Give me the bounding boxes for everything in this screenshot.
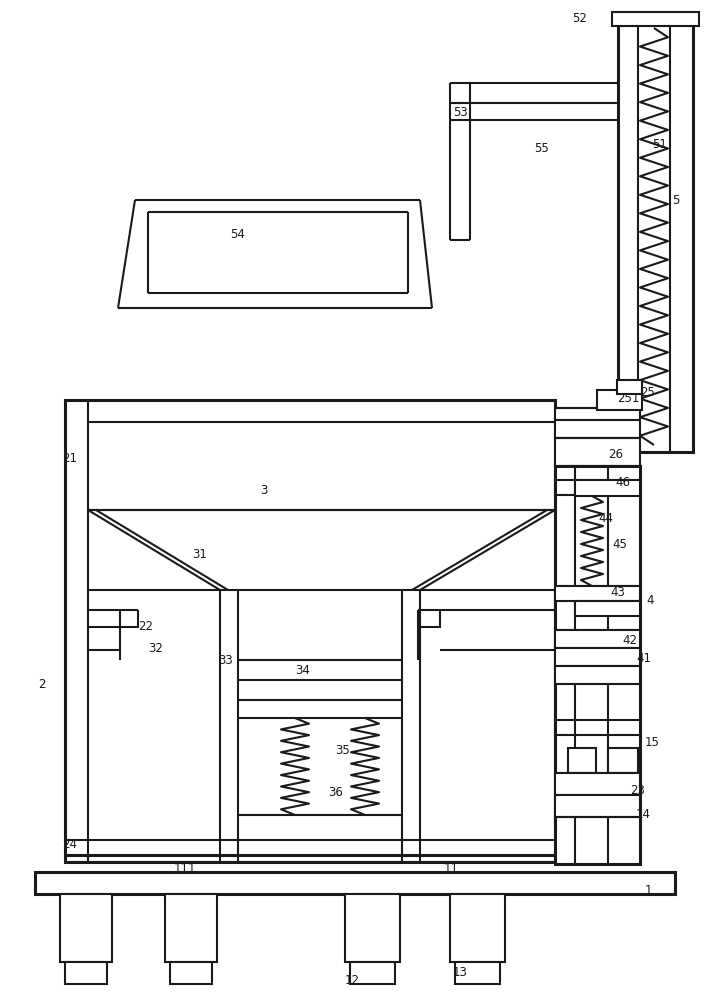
Bar <box>165 894 217 962</box>
Text: 22: 22 <box>138 619 153 633</box>
Text: 41: 41 <box>636 652 651 664</box>
Text: 35: 35 <box>335 744 350 756</box>
Bar <box>617 380 642 394</box>
Bar <box>597 390 642 410</box>
Text: 251: 251 <box>617 391 639 404</box>
Text: 15: 15 <box>645 736 660 748</box>
Text: 42: 42 <box>622 634 637 647</box>
Bar <box>170 962 212 984</box>
Text: 52: 52 <box>572 11 587 24</box>
Bar <box>345 894 400 962</box>
Text: 12: 12 <box>345 974 360 986</box>
Text: 25: 25 <box>640 386 655 399</box>
Text: 45: 45 <box>612 538 627 552</box>
Text: 3: 3 <box>260 484 267 496</box>
Text: 36: 36 <box>328 786 343 798</box>
Bar <box>575 480 640 496</box>
Bar <box>612 12 699 26</box>
Bar <box>450 894 505 962</box>
Bar <box>568 748 596 773</box>
Bar <box>555 630 640 648</box>
Text: 32: 32 <box>148 642 163 654</box>
Text: 54: 54 <box>230 229 245 241</box>
Text: 53: 53 <box>453 105 467 118</box>
Bar <box>455 962 500 984</box>
Text: 31: 31 <box>192 548 207 562</box>
Bar <box>555 408 640 438</box>
Text: 5: 5 <box>672 194 679 207</box>
Bar <box>555 795 640 817</box>
Text: 13: 13 <box>453 966 468 978</box>
Bar <box>618 20 693 452</box>
Text: 55: 55 <box>534 141 549 154</box>
Text: 23: 23 <box>630 784 645 796</box>
Text: 1: 1 <box>645 884 653 896</box>
Text: 21: 21 <box>62 452 77 464</box>
Bar <box>65 400 555 862</box>
Text: 14: 14 <box>636 808 651 822</box>
Bar <box>350 962 395 984</box>
Bar <box>555 773 640 795</box>
Bar <box>555 438 640 466</box>
Text: 4: 4 <box>646 593 653 606</box>
Text: 46: 46 <box>615 476 630 488</box>
Bar <box>608 748 638 773</box>
Bar <box>60 894 112 962</box>
Bar <box>555 586 640 601</box>
Text: 44: 44 <box>598 512 613 524</box>
Bar <box>555 648 640 666</box>
Bar <box>65 962 107 984</box>
Bar <box>575 601 640 616</box>
Text: 26: 26 <box>608 448 623 462</box>
Text: 34: 34 <box>295 664 310 676</box>
Text: 24: 24 <box>62 838 77 852</box>
Text: 43: 43 <box>610 585 625 598</box>
Bar <box>555 666 640 684</box>
Text: 33: 33 <box>218 654 233 666</box>
Bar <box>35 872 675 894</box>
Text: 111: 111 <box>174 861 197 874</box>
Text: 51: 51 <box>652 138 667 151</box>
Bar <box>555 466 640 864</box>
Text: 2: 2 <box>38 678 45 692</box>
Text: 11: 11 <box>444 861 459 874</box>
